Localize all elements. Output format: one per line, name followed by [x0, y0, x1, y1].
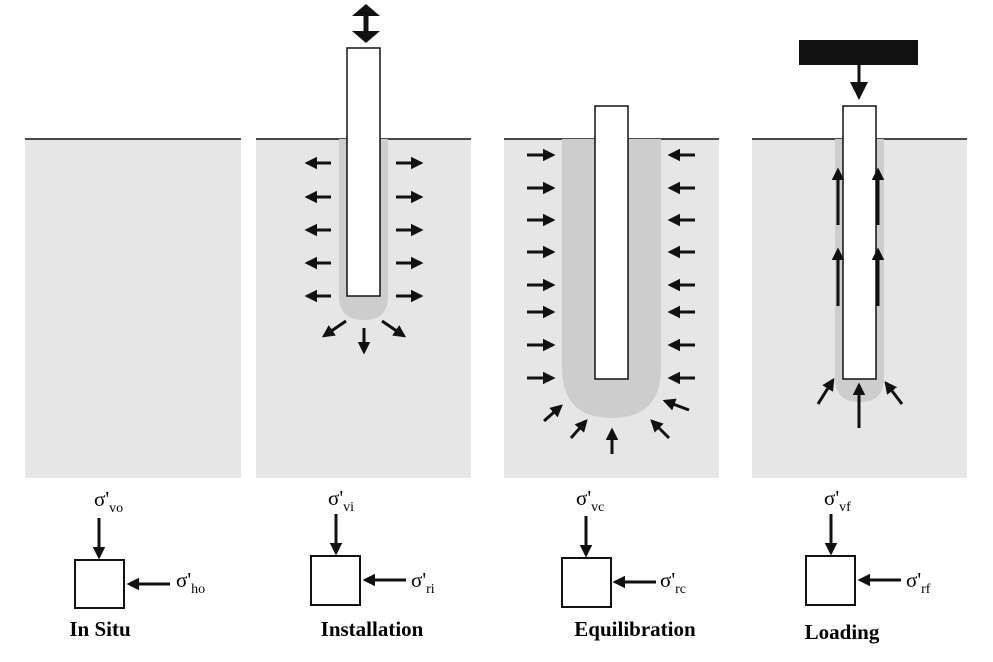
- vertical-stress-label: σ'vo: [94, 487, 123, 516]
- stress-element-equilibration: σ'vc σ'rc Equilibration: [561, 486, 696, 641]
- horizontal-stress-label: σ'rc: [660, 568, 686, 597]
- soil-element-box: [805, 555, 856, 606]
- horizontal-stress-label: σ'ri: [411, 568, 435, 597]
- stress-element-loading: σ'vf σ'rf Loading: [805, 486, 931, 644]
- soil-block: [25, 139, 241, 478]
- soil-element-box: [74, 559, 125, 609]
- panel-installation: [256, 4, 471, 478]
- vertical-stress-label: σ'vi: [328, 486, 354, 515]
- soil-element-box: [561, 557, 612, 608]
- horizontal-stress-label: σ'ho: [176, 568, 205, 597]
- stress-element-in-situ: σ'vo σ'ho In Situ: [69, 487, 205, 641]
- stress-element-installation: σ'vi σ'ri Installation: [310, 486, 435, 641]
- vertical-stress-label: σ'vf: [824, 486, 851, 515]
- panel-in-situ: [25, 138, 241, 478]
- shaft-friction-arrows: [816, 167, 904, 428]
- vertical-stress-label: σ'vc: [576, 486, 604, 515]
- stage-label: In Situ: [69, 617, 131, 641]
- load-plate: [799, 40, 918, 65]
- pile: [346, 47, 381, 297]
- outward-radial-arrows: [304, 156, 424, 355]
- horizontal-stress-label: σ'rf: [906, 568, 931, 597]
- panel-loading: [752, 40, 967, 478]
- pile: [594, 105, 629, 380]
- load-arrow-icon: [850, 65, 868, 100]
- pile: [842, 105, 877, 380]
- inward-radial-arrows: [527, 148, 695, 454]
- panel-equilibration: [504, 105, 719, 478]
- soil-element-box: [310, 555, 361, 606]
- stage-label: Loading: [805, 620, 880, 644]
- stage-label: Equilibration: [574, 617, 696, 641]
- double-arrow-icon: [352, 4, 380, 43]
- stage-label: Installation: [321, 617, 424, 641]
